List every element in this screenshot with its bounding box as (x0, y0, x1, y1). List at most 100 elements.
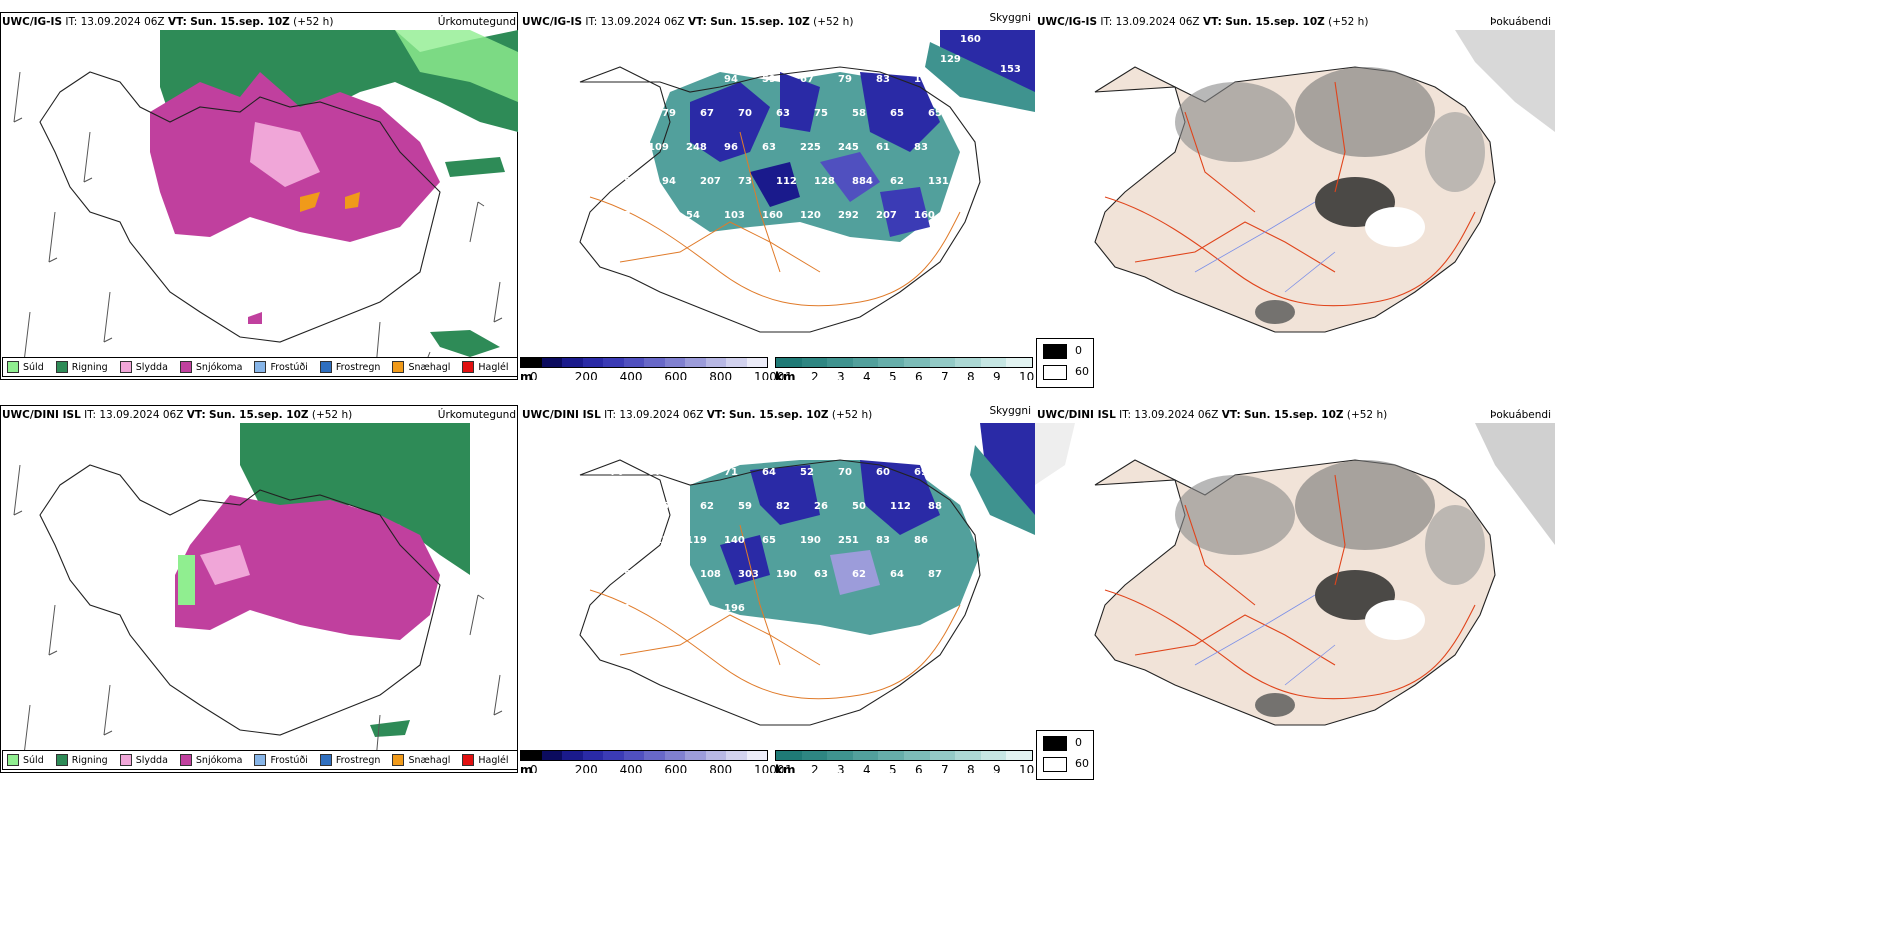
fog-panel-ig: UWC/IG-IS IT: 13.09.2024 06Z VT: Sun. 15… (1035, 12, 1555, 342)
cloud-base-swatch (541, 751, 562, 760)
cloud-base-tick: 600 (664, 763, 688, 773)
visibility-tick: 2 (811, 370, 819, 380)
cloud-base-swatch (705, 751, 726, 760)
cloud-base-label: 58 (852, 108, 866, 119)
visibility-colorbar: km 1 2 3 4 5 6 7 8 9 10 (775, 750, 1035, 773)
cloud-base-label: 206 (648, 603, 669, 614)
cloud-base-label: 65 (762, 535, 776, 546)
visibility-swatch (801, 751, 828, 760)
cloud-base-tick: 1000 (754, 370, 785, 380)
fog-key-white (1043, 365, 1067, 380)
cloud-base-label: 108 (700, 569, 721, 580)
cloud-base-label: 70 (838, 467, 852, 478)
visibility-tick: 5 (889, 370, 897, 380)
cloud-base-label: 153 (1000, 64, 1021, 75)
visibility-swatch (929, 751, 956, 760)
cloud-base-label: 55 (686, 467, 700, 478)
cloud-base-label: 94 (662, 176, 676, 187)
cloud-base-label: 54 (686, 210, 700, 221)
cloud-base-label: 320 (686, 603, 707, 614)
cloud-base-swatch (582, 358, 603, 367)
cloud-base-label: 82 (776, 501, 790, 512)
legend-item-snow-pellets: Snæhagl (392, 754, 450, 766)
cloud-base-tick: 800 (709, 370, 733, 380)
visibility-panel-dini: UWC/DINI ISL IT: 13.09.2024 06Z VT: Sun.… (520, 405, 1035, 773)
cloud-base-label: 160 (762, 210, 783, 221)
cloud-base-swatch (603, 358, 624, 367)
legend-item-freezing-rain: Frostregn (319, 754, 380, 766)
fog-key-white (1043, 757, 1067, 772)
precip-type-map (0, 405, 518, 773)
cloud-base-tick: 200 (574, 763, 598, 773)
cloud-base-label: 73 (738, 176, 752, 187)
visibility-tick: 8 (967, 370, 975, 380)
cloud-base-label: 292 (838, 210, 859, 221)
visibility-swatch (878, 358, 904, 367)
legend-item-freezing-drizzle: Frostúði (254, 361, 308, 373)
visibility-tick: 7 (941, 370, 949, 380)
legend-item-freezing-rain: Frostregn (319, 361, 380, 373)
cloud-base-swatch (582, 751, 603, 760)
cloud-base-label: 62 (700, 501, 714, 512)
model-name: UWC/IG-IS (2, 16, 63, 28)
cloud-base-swatch (726, 751, 747, 760)
panel-title: Skyggni (989, 12, 1032, 24)
cloud-base-label: 65 (890, 108, 904, 119)
visibility-swatch (929, 358, 956, 367)
cloud-base-swatch (664, 751, 685, 760)
cloud-base-tick: 600 (664, 370, 688, 380)
panel-title: Þokuábendi (1490, 16, 1551, 28)
cloud-base-label: 109 (624, 244, 645, 255)
visibility-tick: 4 (863, 370, 871, 380)
cloud-base-label: 190 (800, 535, 821, 546)
legend-item-rain: Rigning (55, 361, 108, 373)
cloud-base-label: 63 (814, 569, 828, 580)
visibility-tick: 8 (967, 763, 975, 773)
visibility-swatch (955, 358, 981, 367)
panel-header: UWC/DINI ISL IT: 13.09.2024 06Z VT: Sun.… (2, 409, 516, 421)
model-name: UWC/DINI ISL (2, 409, 81, 421)
cloud-base-label: 96 (724, 142, 738, 153)
cloud-base-label: 103 (724, 210, 745, 221)
cloud-base-label: 283 (610, 142, 631, 153)
cloud-base-swatch (746, 358, 767, 367)
cloud-base-swatch (644, 358, 665, 367)
cloud-base-label: 67 (648, 467, 662, 478)
cloud-base-label: 190 (776, 569, 797, 580)
fog-map (1035, 423, 1555, 726)
visibility-swatch (1006, 358, 1032, 367)
legend-item-snow-pellets: Snæhagl (392, 361, 450, 373)
cloud-base-label: 131 (928, 176, 949, 187)
cloud-base-label: 67 (800, 74, 814, 85)
fog-key-black (1043, 736, 1067, 751)
visibility-swatch (1006, 751, 1032, 760)
cloud-base-swatch (705, 358, 726, 367)
cloud-base-label: 85 (624, 176, 638, 187)
cloud-base-label: 69 (914, 467, 928, 478)
cloud-base-label: 83 (876, 535, 890, 546)
cloud-base-swatch (541, 358, 562, 367)
cloud-base-swatch (623, 358, 644, 367)
legend-item-snow: Snjókoma (179, 754, 242, 766)
cloud-base-swatch (726, 358, 747, 367)
cloud-base-label: 86 (914, 535, 928, 546)
cloud-base-label: 104 (624, 108, 645, 119)
visibility-tick: 9 (993, 763, 1001, 773)
cloud-base-label: 63 (776, 108, 790, 119)
cloud-base-label: 119 (686, 535, 707, 546)
cloud-base-label: 160 (960, 34, 981, 45)
visibility-tick: 3 (837, 370, 845, 380)
visibility-swatch (801, 358, 828, 367)
cloud-base-label: 65 (928, 108, 942, 119)
panel-title: Úrkomutegund (437, 16, 516, 28)
precip-type-map (0, 12, 518, 380)
legend-item-rain: Rigning (55, 754, 108, 766)
cloud-base-label: 884 (852, 176, 873, 187)
panel-title: Úrkomutegund (437, 409, 516, 421)
cloud-base-label: 88 (928, 501, 942, 512)
visibility-map: 160 129 153 94 59 67 79 83 100 104 79 67 70 63 75 58 65 6… (579, 30, 1035, 333)
cloud-base-label: 128 (814, 176, 835, 187)
visibility-swatch (980, 358, 1007, 367)
cloud-base-tick: 0 (530, 763, 538, 773)
panel-header: UWC/IG-IS IT: 13.09.2024 06Z VT: Sun. 15… (1037, 16, 1551, 28)
